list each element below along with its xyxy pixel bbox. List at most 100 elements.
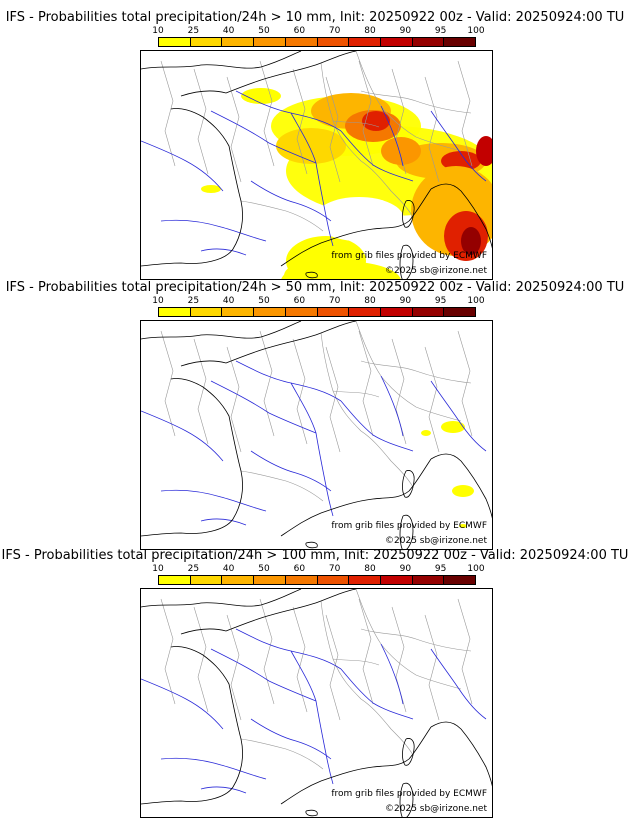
border-line	[332, 658, 380, 666]
colorbar-segment	[444, 576, 476, 584]
credit-copyright: ©2025 sb@irizone.net	[385, 536, 487, 546]
region-border	[457, 60, 473, 167]
colorbar-segment	[412, 38, 445, 46]
credit-source: from grib files provided by ECMWF	[331, 251, 487, 261]
border-line	[355, 589, 462, 690]
region-border	[226, 346, 242, 453]
border-line	[240, 470, 324, 502]
coast-line	[141, 378, 243, 537]
coastlines	[141, 589, 492, 817]
border-line	[360, 628, 472, 652]
map-title: IFS - Probabilities total precipitation/…	[1, 548, 629, 563]
colorbar-segment	[380, 38, 413, 46]
region-border	[325, 76, 341, 183]
border-line	[355, 51, 462, 152]
precip-area	[452, 485, 474, 497]
admin-borders	[160, 51, 473, 232]
region-border	[226, 614, 242, 721]
coast-line	[280, 726, 432, 805]
border-line	[355, 321, 462, 422]
panel-10mm: IFS - Probabilities total precipitation/…	[0, 10, 630, 280]
colorbar-labels: 10 25 40 50 60 70 80 90 95 100	[152, 26, 484, 36]
precip-field	[421, 421, 474, 528]
colorbar-tick-label: 25	[187, 296, 200, 306]
panel-50mm: IFS - Probabilities total precipitation/…	[0, 280, 630, 550]
rivers	[141, 628, 487, 794]
colorbar-segment	[159, 308, 191, 316]
precip-area	[441, 151, 481, 171]
region-border	[457, 598, 473, 705]
colorbar-tick-label: 70	[328, 26, 341, 36]
region-border	[160, 598, 176, 705]
coast-line	[141, 589, 302, 608]
river-line	[200, 786, 247, 794]
region-border	[193, 606, 209, 713]
coast-line	[305, 809, 318, 817]
river-line	[210, 110, 317, 164]
colorbar-tick-label: 95	[434, 296, 447, 306]
precip-area	[201, 185, 221, 193]
river-line	[160, 489, 267, 512]
colorbar-tick-label: 70	[328, 296, 341, 306]
region-border	[358, 60, 374, 167]
river-line	[210, 648, 317, 702]
colorbar-segment	[190, 308, 223, 316]
colorbar-tick-label: 50	[258, 296, 270, 306]
river-line	[141, 140, 224, 192]
colorbar-tick-label: 100	[467, 296, 485, 306]
coast-line	[280, 188, 432, 267]
rivers	[141, 360, 487, 526]
colorbar-tick-label: 70	[328, 564, 341, 574]
border-line	[320, 62, 414, 218]
probability-map: from grib files provided by ECMWF ©2025 …	[140, 50, 493, 280]
river-line	[430, 648, 487, 720]
region-border	[424, 76, 440, 183]
region-border	[358, 330, 374, 437]
coast-line	[180, 321, 357, 367]
colorbar-tick-label: 40	[222, 26, 235, 36]
credit-copyright: ©2025 sb@irizone.net	[385, 804, 487, 814]
colorbar-labels: 10 25 40 50 60 70 80 90 95 100	[152, 296, 484, 306]
coast-line	[141, 51, 302, 70]
precip-area	[461, 227, 481, 255]
sea-area	[314, 197, 404, 241]
coast-line	[399, 782, 414, 817]
river-line	[380, 375, 404, 437]
colorbar-segment	[159, 576, 191, 584]
river-line	[340, 130, 414, 182]
precip-area	[362, 111, 390, 131]
credit-copyright: ©2025 sb@irizone.net	[385, 266, 487, 276]
region-border	[391, 338, 407, 445]
border-line	[332, 390, 380, 398]
colorbar-segment	[317, 38, 350, 46]
coast-line	[402, 470, 415, 498]
region-border	[259, 60, 275, 167]
river-line	[340, 668, 414, 720]
colorbar-tick-label: 40	[222, 296, 235, 306]
colorbar-tick-label: 80	[364, 26, 376, 36]
river-line	[235, 628, 342, 670]
map-canvas	[141, 589, 492, 817]
colorbar-segment	[222, 308, 255, 316]
coast-line	[180, 589, 357, 635]
region-border	[160, 330, 176, 437]
river-line	[200, 248, 247, 256]
coastlines	[141, 51, 492, 279]
coast-line	[180, 51, 357, 97]
map-canvas	[141, 321, 492, 549]
precip-area	[276, 128, 346, 164]
colorbar-segment	[254, 38, 286, 46]
river-line	[141, 678, 224, 730]
precip-area	[421, 430, 431, 436]
border-line	[360, 360, 472, 384]
region-border	[193, 68, 209, 175]
colorbar-segment	[190, 38, 223, 46]
river-line	[340, 400, 414, 452]
colorbar-segment	[349, 38, 381, 46]
colorbar-tick-label: 90	[399, 296, 412, 306]
colorbar-segment	[222, 576, 255, 584]
precip-area	[476, 136, 492, 166]
colorbar-segment	[444, 38, 476, 46]
colorbar-segment	[380, 308, 413, 316]
region-border	[292, 606, 308, 713]
